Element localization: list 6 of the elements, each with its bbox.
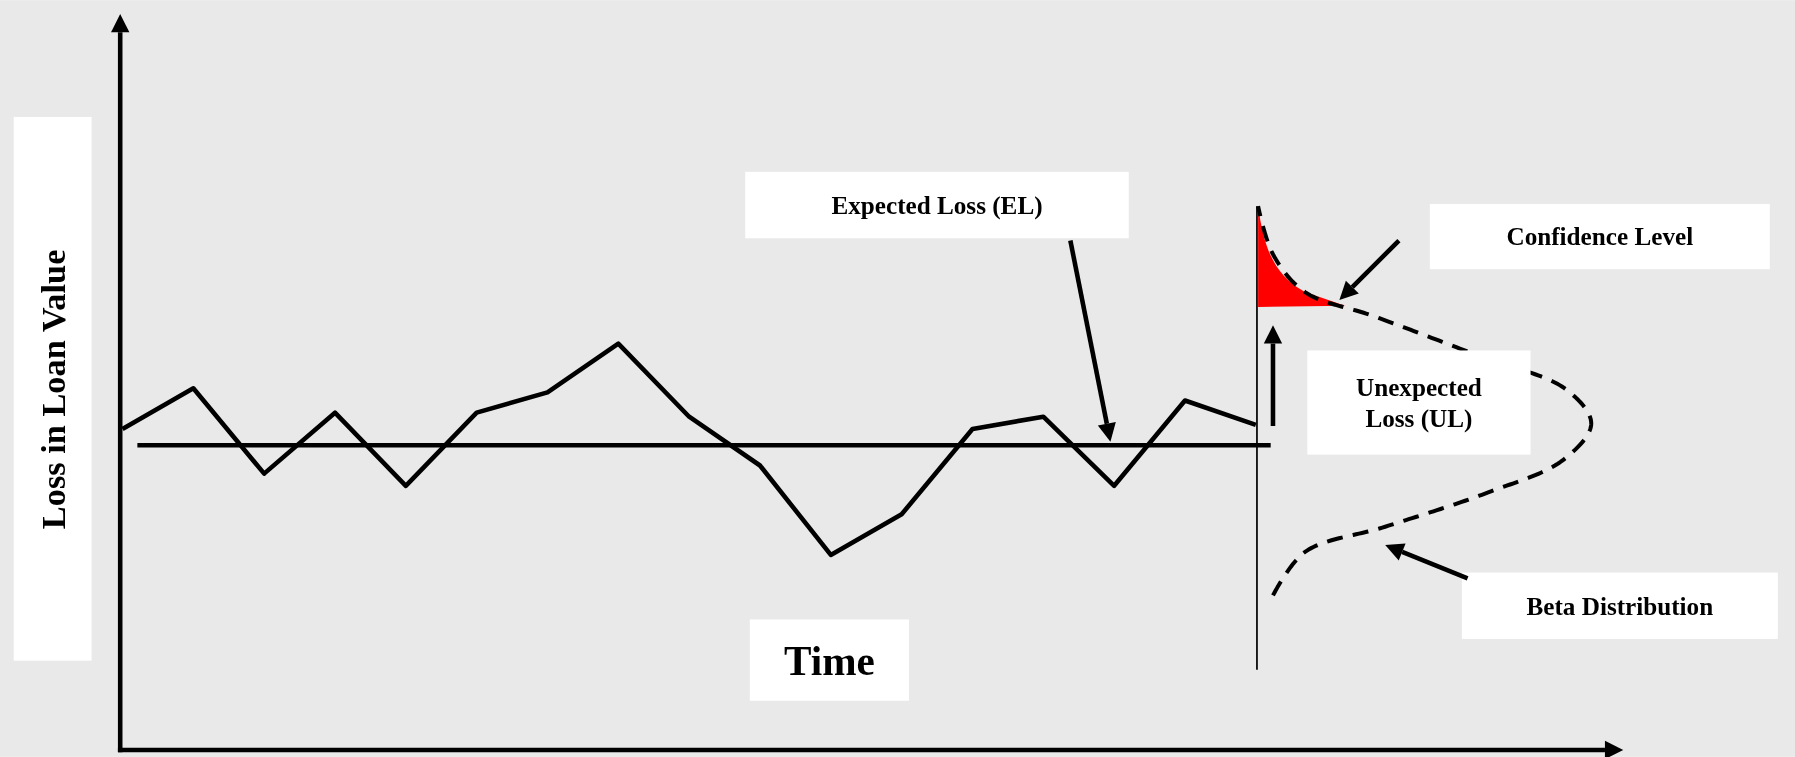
text: Unexpected Loss (UL) (1356, 373, 1482, 434)
y-axis-title: Loss in Loan Value (33, 249, 72, 530)
x-axis-title: Time (783, 637, 875, 684)
ref-line-label: Expected Loss (EL) (831, 191, 1043, 220)
text: Confidence Level (1506, 223, 1694, 251)
text: Beta Distribution (1526, 592, 1714, 620)
